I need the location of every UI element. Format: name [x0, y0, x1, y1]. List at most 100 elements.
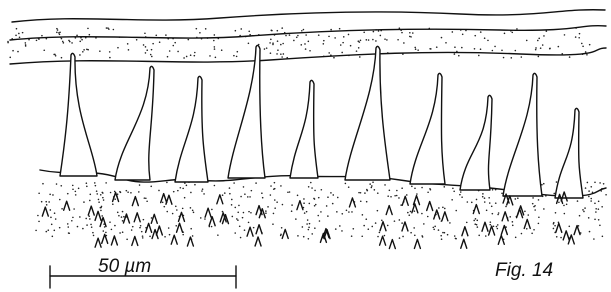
- dot: [270, 194, 272, 196]
- dot: [52, 236, 54, 238]
- dot: [105, 182, 107, 184]
- dot: [346, 209, 348, 211]
- dot: [86, 224, 88, 226]
- dot: [54, 212, 56, 214]
- dot: [163, 206, 165, 208]
- dot: [255, 182, 257, 184]
- dot: [277, 40, 279, 42]
- dot: [384, 38, 386, 40]
- dot: [244, 193, 246, 195]
- dot: [521, 56, 523, 58]
- dot: [540, 47, 542, 49]
- dot: [341, 52, 343, 54]
- dot: [120, 192, 122, 194]
- dot: [384, 184, 386, 186]
- dot: [127, 43, 129, 45]
- dot: [341, 213, 343, 215]
- dot: [221, 49, 223, 51]
- dot: [265, 212, 267, 214]
- dot: [538, 199, 540, 201]
- dot: [271, 30, 273, 32]
- dot: [56, 183, 58, 185]
- dot: [138, 191, 140, 193]
- dot: [535, 49, 537, 51]
- dot: [240, 196, 242, 198]
- dot: [96, 193, 98, 195]
- dot: [444, 232, 446, 234]
- dot: [343, 36, 345, 38]
- dot: [339, 225, 341, 227]
- dot: [433, 229, 435, 231]
- dot: [585, 187, 587, 189]
- dot: [53, 230, 55, 232]
- dot: [360, 200, 362, 202]
- dot: [454, 235, 456, 237]
- dot: [300, 44, 302, 46]
- dot: [414, 188, 416, 190]
- dot: [82, 51, 84, 53]
- dot: [62, 41, 64, 43]
- dot: [203, 193, 205, 195]
- dot: [92, 232, 94, 234]
- dot: [79, 41, 81, 43]
- dot: [321, 189, 323, 191]
- dot: [104, 226, 106, 228]
- dot: [231, 204, 233, 206]
- dot: [289, 34, 291, 36]
- dot: [332, 194, 334, 196]
- dot: [95, 185, 97, 187]
- dot: [582, 209, 584, 211]
- dot: [96, 190, 98, 192]
- dot: [243, 186, 245, 188]
- dot: [358, 47, 360, 49]
- dot: [306, 211, 308, 213]
- dot: [45, 201, 47, 203]
- dot: [175, 225, 177, 227]
- dot: [122, 231, 124, 233]
- dot: [581, 43, 583, 45]
- dot: [187, 39, 189, 41]
- dot: [140, 225, 142, 227]
- dot: [328, 52, 330, 54]
- dot: [287, 191, 289, 193]
- dot: [474, 35, 476, 37]
- dot: [377, 236, 379, 238]
- dot: [328, 36, 330, 38]
- dot: [211, 209, 213, 211]
- dot: [538, 216, 540, 218]
- dot: [217, 234, 219, 236]
- dot: [314, 205, 316, 207]
- dot: [128, 49, 130, 51]
- dot: [515, 237, 517, 239]
- dot: [173, 191, 175, 193]
- dot: [512, 221, 514, 223]
- dot: [280, 44, 282, 46]
- dot: [510, 57, 512, 59]
- dot: [280, 185, 282, 187]
- dot: [291, 204, 293, 206]
- dot: [240, 28, 242, 30]
- dot: [186, 185, 188, 187]
- dot: [16, 28, 18, 30]
- dot: [143, 219, 145, 221]
- dot: [345, 183, 347, 185]
- dot: [176, 209, 178, 211]
- dot: [78, 188, 80, 190]
- dot: [533, 229, 535, 231]
- dot: [196, 28, 198, 30]
- dot: [586, 54, 588, 56]
- dot: [409, 32, 411, 34]
- dot: [98, 199, 100, 201]
- dot: [474, 223, 476, 225]
- dot: [123, 216, 125, 218]
- dot: [603, 183, 605, 185]
- dot: [114, 225, 116, 227]
- dot: [146, 200, 148, 202]
- dot: [56, 28, 58, 30]
- dot: [281, 27, 283, 29]
- dot: [414, 210, 416, 212]
- dot: [214, 185, 216, 187]
- dot: [482, 193, 484, 195]
- dot: [568, 225, 570, 227]
- dot: [308, 226, 310, 228]
